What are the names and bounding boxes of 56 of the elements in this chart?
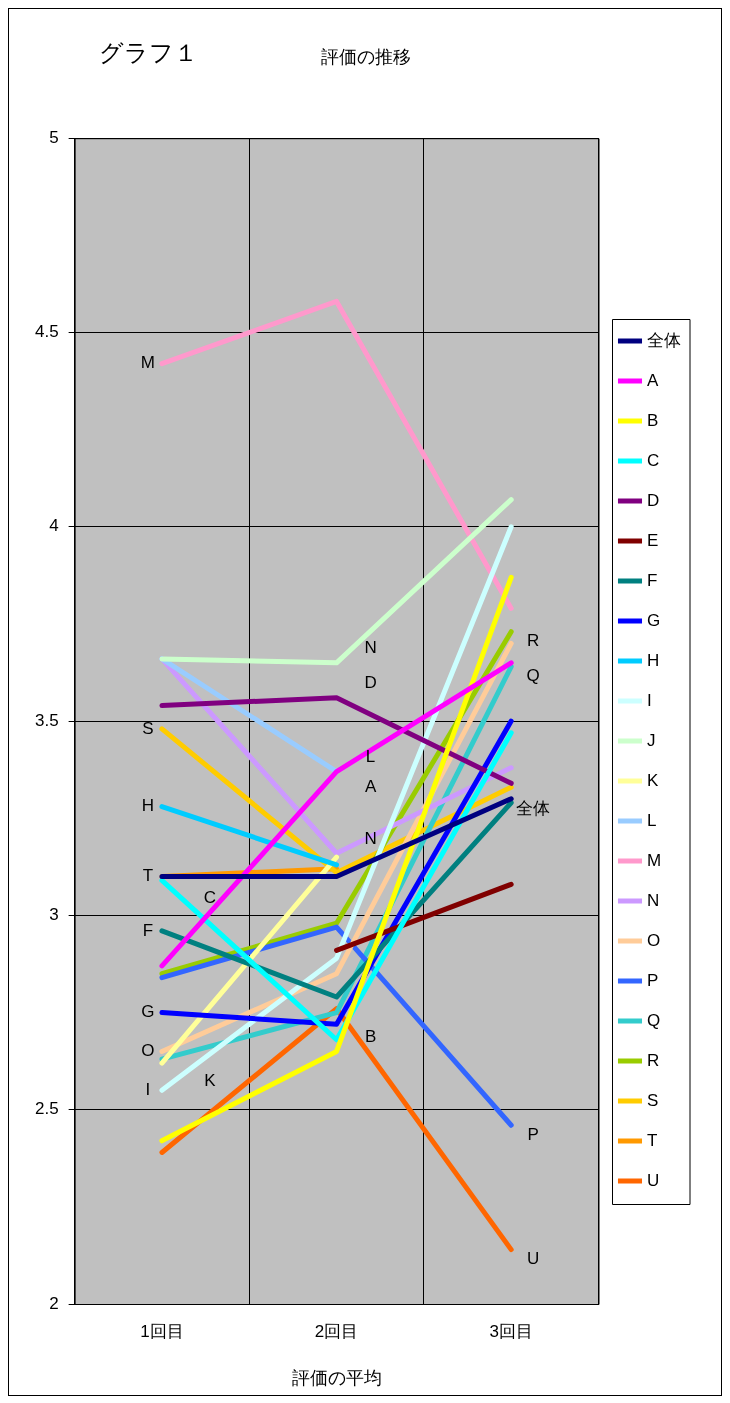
- annotation: N: [364, 638, 377, 658]
- x-axis-title: 評価の平均: [291, 1368, 382, 1389]
- y-tick-label: 2: [49, 1293, 59, 1313]
- legend-label: I: [647, 690, 652, 710]
- legend-label: L: [647, 810, 657, 830]
- legend-label: Q: [647, 1010, 661, 1030]
- annotation: O: [141, 1041, 155, 1061]
- annotation: F: [142, 920, 154, 940]
- annotation: G: [141, 1002, 155, 1022]
- legend-label: G: [647, 610, 661, 630]
- x-tick-label: 1回目: [140, 1321, 184, 1341]
- annotation: L: [365, 747, 376, 767]
- annotation: S: [142, 718, 154, 738]
- annotation: A: [364, 777, 377, 797]
- annotation: K: [204, 1070, 217, 1090]
- annotation: R: [527, 631, 540, 651]
- y-tick-label: 2.5: [34, 1099, 59, 1119]
- annotation: M: [140, 353, 156, 373]
- legend-label: P: [647, 970, 659, 990]
- legend-label: E: [647, 530, 659, 550]
- legend-label: U: [647, 1170, 660, 1190]
- legend-label: F: [647, 570, 658, 590]
- chart-title: グラフ１: [99, 39, 198, 68]
- legend-label: T: [647, 1130, 658, 1150]
- annotation: U: [527, 1249, 540, 1269]
- legend-label: B: [647, 410, 659, 430]
- legend-label: H: [647, 650, 660, 670]
- legend-label: 全体: [647, 330, 681, 350]
- x-tick-label: 2回目: [314, 1321, 359, 1341]
- annotation: 全体: [516, 798, 551, 818]
- legend-label: R: [647, 1050, 660, 1070]
- annotation: B: [364, 1027, 377, 1047]
- legend-label: O: [647, 930, 661, 950]
- annotation: Q: [526, 666, 540, 686]
- annotation: I: [145, 1079, 151, 1099]
- legend-label: A: [647, 370, 659, 390]
- legend-label: S: [647, 1090, 659, 1110]
- legend-label: J: [647, 730, 656, 750]
- legend-label: C: [647, 450, 660, 470]
- legend-label: K: [647, 770, 659, 790]
- annotation: H: [141, 796, 155, 816]
- y-tick-label: 4.5: [34, 322, 59, 342]
- y-tick-label: 4: [49, 516, 59, 536]
- y-tick-label: 3: [49, 905, 59, 925]
- legend-label: N: [647, 890, 660, 910]
- legend-label: M: [647, 850, 662, 870]
- y-tick-label: 5: [49, 127, 59, 147]
- annotation: C: [203, 888, 217, 908]
- annotation: T: [142, 866, 154, 886]
- annotation: P: [527, 1124, 539, 1144]
- x-tick-label: 3回目: [489, 1321, 533, 1341]
- chart-subtitle: 評価の推移: [321, 46, 411, 69]
- annotation: D: [364, 673, 377, 693]
- y-tick-label: 3.5: [34, 710, 59, 730]
- legend-label: D: [647, 490, 660, 510]
- annotation: N: [364, 828, 377, 848]
